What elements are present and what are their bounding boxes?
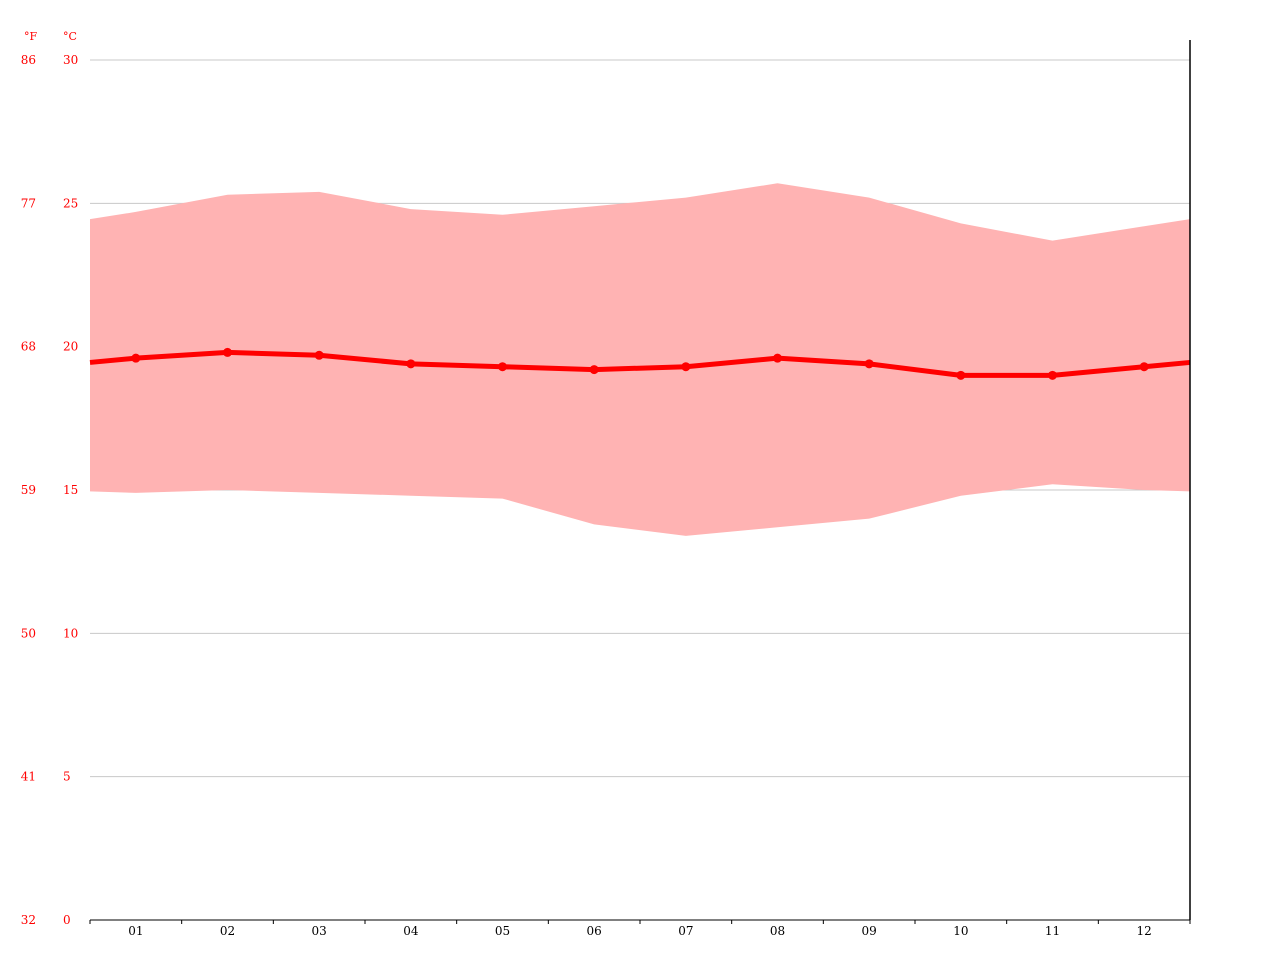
unit-celsius-label: °C xyxy=(63,30,77,43)
y-tick-label-fahrenheit: 50 xyxy=(21,626,36,640)
y-tick-label-celsius: 5 xyxy=(63,770,71,784)
y-tick-label-celsius: 0 xyxy=(63,913,71,927)
min-max-band xyxy=(90,183,1190,536)
y-tick-label-celsius: 10 xyxy=(63,626,78,640)
x-tick-label: 08 xyxy=(770,924,785,938)
x-tick-label: 03 xyxy=(312,924,327,938)
x-tick-label: 12 xyxy=(1137,924,1152,938)
mean-temperature-line xyxy=(89,347,1191,380)
mean-point xyxy=(773,353,782,363)
x-tick-label: 11 xyxy=(1045,924,1060,938)
y-tick-label-fahrenheit: 32 xyxy=(21,913,36,927)
mean-point xyxy=(1048,370,1057,380)
y-tick-label-fahrenheit: 68 xyxy=(21,340,36,354)
mean-point xyxy=(681,362,691,372)
mean-point xyxy=(956,370,966,380)
mean-point xyxy=(1139,362,1149,372)
x-tick-label: 02 xyxy=(220,924,235,938)
y-tick-label-celsius: 30 xyxy=(63,53,78,67)
mean-line xyxy=(89,349,1191,378)
x-tick-label: 05 xyxy=(495,924,510,938)
x-tick-label: 04 xyxy=(403,924,419,938)
temperature-range-band xyxy=(90,183,1190,536)
mean-point xyxy=(406,359,416,369)
mean-point xyxy=(589,365,599,375)
y-tick-label-celsius: 15 xyxy=(63,483,78,497)
x-tick-label: 10 xyxy=(953,924,968,938)
mean-point xyxy=(498,362,507,372)
x-tick-label: 06 xyxy=(587,924,602,938)
unit-fahrenheit-label: °F xyxy=(24,30,38,43)
y-tick-label-celsius: 25 xyxy=(63,196,78,210)
mean-point xyxy=(223,347,232,357)
mean-point xyxy=(314,350,324,360)
x-tick-label: 01 xyxy=(128,924,143,938)
axis-labels: °F °C 32 0 41 5 50 10 59 15 68 20 77 25 86 30 01 02 03 04… xyxy=(21,30,1152,938)
y-tick-label-fahrenheit: 59 xyxy=(21,483,36,497)
y-tick-label-fahrenheit: 86 xyxy=(21,53,36,67)
mean-point xyxy=(131,353,141,363)
x-tick-label: 09 xyxy=(862,924,877,938)
axes xyxy=(89,40,1191,924)
y-tick-label-fahrenheit: 77 xyxy=(21,196,36,210)
y-tick-label-celsius: 20 xyxy=(63,340,78,354)
y-tick-label-fahrenheit: 41 xyxy=(21,770,36,784)
x-tick-label: 07 xyxy=(678,924,693,938)
mean-point xyxy=(864,359,874,369)
